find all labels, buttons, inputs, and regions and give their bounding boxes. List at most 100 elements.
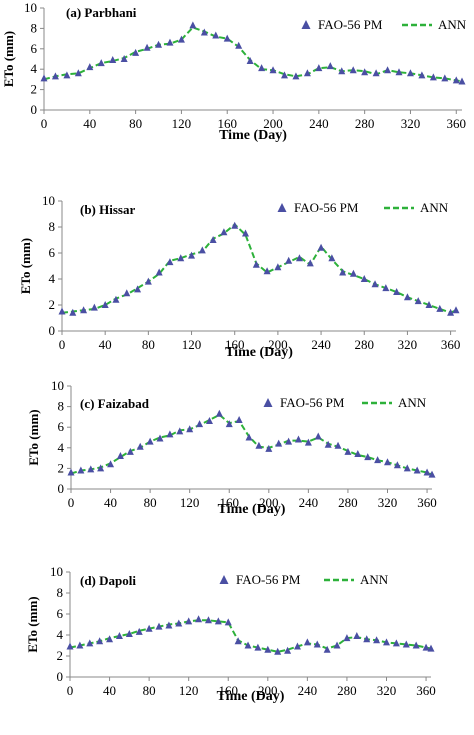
fao-point — [40, 74, 48, 82]
fao-point — [264, 645, 272, 653]
x-tick-label: 40 — [99, 337, 112, 352]
legend-ann-label: ANN — [398, 395, 427, 410]
y-tick-label: 10 — [51, 378, 64, 393]
fao-point — [263, 267, 271, 275]
x-tick-label: 200 — [268, 337, 288, 352]
legend-fao-label: FAO-56 PM — [236, 572, 301, 587]
y-tick-label: 8 — [49, 219, 56, 234]
x-tick-label: 200 — [263, 116, 283, 131]
x-tick-label: 0 — [68, 495, 75, 510]
fao-point — [223, 34, 231, 42]
legend-fao-marker — [219, 575, 229, 584]
x-tick-label: 240 — [309, 116, 329, 131]
fao-point — [246, 57, 254, 65]
fao-point — [328, 254, 336, 262]
fao-point — [295, 254, 303, 262]
fao-point — [106, 635, 114, 643]
fao-point — [200, 28, 208, 36]
fao-point — [374, 456, 382, 464]
fao-point — [452, 306, 460, 314]
fao-point — [116, 452, 124, 460]
panel-title: (d) Dapoli — [80, 573, 136, 588]
x-tick-label: 200 — [258, 683, 278, 698]
fao-point — [360, 275, 368, 282]
fao-point — [63, 71, 71, 79]
fao-point — [429, 73, 437, 81]
fao-point — [214, 617, 222, 625]
fao-point — [427, 644, 435, 652]
fao-point — [323, 645, 331, 653]
x-tick-label: 240 — [311, 337, 331, 352]
x-tick-label: 120 — [182, 337, 202, 352]
fao-point — [382, 284, 390, 292]
fao-point — [284, 646, 292, 654]
x-tick-label: 360 — [441, 337, 461, 352]
x-tick-label: 320 — [398, 337, 418, 352]
y-tick-label: 8 — [58, 399, 65, 414]
fao-point — [258, 64, 266, 72]
fao-point — [86, 639, 94, 647]
x-tick-label: 40 — [103, 683, 116, 698]
fao-point — [155, 40, 163, 48]
fao-point — [274, 647, 282, 655]
fao-point — [189, 21, 197, 29]
fao-point — [96, 637, 104, 645]
fao-point — [69, 308, 77, 316]
fao-point — [294, 435, 302, 443]
x-tick-label: 80 — [129, 116, 142, 131]
fao-point — [86, 63, 94, 71]
fao-point — [354, 449, 362, 457]
fao-point — [165, 621, 173, 629]
y-tick-label: 6 — [57, 606, 64, 621]
fao-point — [428, 470, 436, 478]
fao-point — [414, 297, 422, 305]
fao-point — [349, 269, 357, 277]
x-tick-label: 360 — [447, 116, 467, 131]
fao-point — [403, 293, 411, 301]
fao-point — [313, 640, 321, 648]
fao-point — [425, 301, 433, 308]
fao-point — [395, 68, 403, 76]
fao-point — [406, 69, 414, 77]
fao-point — [198, 246, 206, 254]
fao-point — [126, 447, 134, 455]
fao-point — [339, 268, 347, 276]
x-axis-label: Time (Day) — [217, 689, 285, 704]
fao-point — [76, 641, 84, 649]
y-tick-label: 6 — [31, 41, 38, 56]
legend-fao-marker — [301, 20, 311, 29]
fao-point — [324, 440, 332, 448]
fao-point — [245, 433, 253, 441]
fao-point — [403, 464, 411, 472]
fao-point — [275, 439, 283, 447]
fao-point — [447, 308, 455, 316]
fao-point — [235, 415, 243, 423]
fao-point — [97, 464, 105, 472]
fao-point — [166, 38, 174, 46]
fao-point — [80, 306, 88, 314]
y-tick-label: 4 — [58, 440, 65, 455]
y-tick-label: 0 — [31, 102, 38, 117]
fao-point — [242, 229, 250, 237]
fao-point — [422, 643, 430, 651]
x-tick-label: 80 — [143, 683, 156, 698]
x-tick-label: 280 — [354, 337, 374, 352]
fao-point — [244, 641, 252, 649]
y-tick-label: 8 — [31, 20, 38, 35]
fao-point — [109, 56, 117, 64]
fao-point — [344, 447, 352, 455]
fao-point — [413, 466, 421, 474]
fao-point — [436, 304, 444, 312]
fao-point — [293, 642, 301, 650]
legend-fao-marker — [277, 203, 287, 212]
fao-point — [371, 280, 379, 288]
x-tick-label: 80 — [142, 337, 155, 352]
fao-point — [234, 637, 242, 645]
y-tick-label: 10 — [42, 193, 55, 208]
x-tick-label: 160 — [217, 116, 237, 131]
y-tick-label: 10 — [50, 564, 63, 579]
x-tick-label: 240 — [299, 495, 319, 510]
y-tick-label: 0 — [58, 481, 65, 496]
fao-point — [458, 77, 466, 85]
